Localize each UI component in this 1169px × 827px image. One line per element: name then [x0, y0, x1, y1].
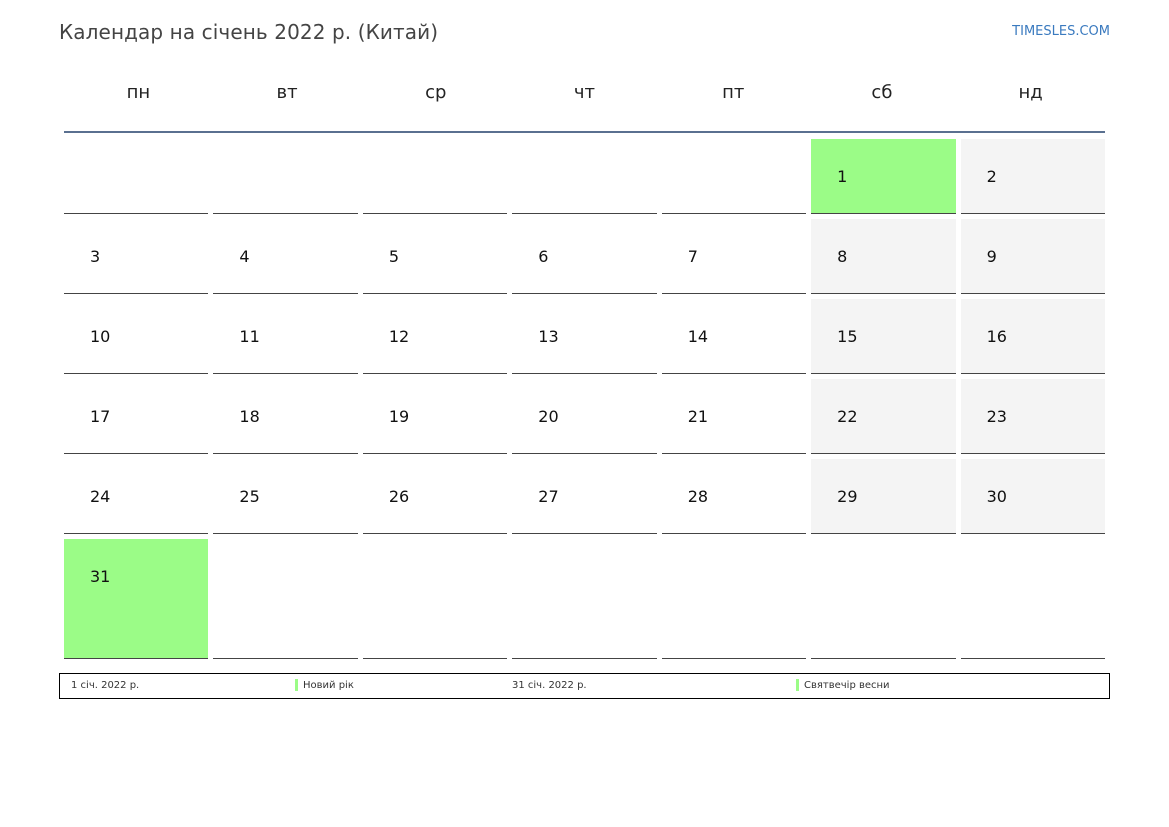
empty-day-cell — [661, 539, 807, 659]
weekday-wed: ср — [425, 82, 447, 103]
legend-color-swatch — [796, 679, 799, 691]
day-number: 20 — [538, 407, 559, 426]
day-cell: 26 — [362, 459, 508, 534]
legend-date: 31 січ. 2022 р. — [512, 680, 587, 691]
empty-day-cell — [213, 139, 358, 214]
day-cell: 19 — [362, 379, 508, 454]
site-link[interactable]: TIMESLES.COM — [1012, 24, 1110, 39]
day-cell: 18 — [213, 379, 358, 454]
calendar-grid: 1 2 3 4 5 6 7 8 9 10 11 12 13 14 15 16 17 18 19 20 21 22 23 24 2… — [64, 139, 1105, 659]
day-cell: 10 — [64, 299, 209, 374]
day-number: 4 — [239, 247, 250, 266]
day-cell: 30 — [960, 459, 1105, 534]
day-cell: 29 — [811, 459, 956, 534]
day-number: 12 — [388, 327, 410, 346]
day-cell: 27 — [512, 459, 657, 534]
empty-day-cell — [512, 539, 657, 659]
day-cell: 9 — [960, 219, 1105, 294]
day-number: 17 — [90, 407, 111, 426]
day-cell: 7 — [661, 219, 807, 294]
day-number: 21 — [687, 407, 709, 426]
day-number: 24 — [90, 487, 111, 506]
day-cell: 21 — [661, 379, 807, 454]
day-cell: 17 — [64, 379, 209, 454]
day-cell: 6 — [512, 219, 657, 294]
empty-day-cell — [64, 139, 209, 214]
weekday-thu: чт — [573, 82, 596, 103]
day-number: 28 — [687, 487, 709, 506]
day-number: 22 — [837, 407, 858, 426]
day-cell: 3 — [64, 219, 209, 294]
day-number: 15 — [837, 327, 858, 346]
day-number: 3 — [90, 247, 101, 266]
day-number: 9 — [986, 247, 997, 266]
weekday-tue: вт — [276, 82, 298, 103]
empty-day-cell — [213, 539, 358, 659]
day-number: 10 — [90, 327, 111, 346]
legend-date: 1 січ. 2022 р. — [71, 680, 140, 691]
weekday-sat: сб — [871, 82, 893, 103]
page-title: Календар на січень 2022 р. (Китай) — [59, 20, 439, 44]
day-cell: 13 — [512, 299, 657, 374]
day-number: 29 — [837, 487, 858, 506]
day-cell: 24 — [64, 459, 209, 534]
day-cell: 4 — [213, 219, 358, 294]
day-cell: 22 — [811, 379, 956, 454]
weekday-header: пн вт ср чт пт сб нд — [64, 82, 1105, 103]
empty-day-cell — [362, 539, 508, 659]
legend-holiday-name: Святвечір весни — [804, 680, 890, 691]
empty-day-cell — [960, 539, 1105, 659]
day-cell: 1 — [811, 139, 956, 214]
day-number: 14 — [687, 327, 709, 346]
weekday-mon: пн — [126, 82, 151, 103]
day-number: 23 — [986, 407, 1007, 426]
day-number: 5 — [388, 247, 400, 266]
day-number: 1 — [837, 167, 848, 186]
day-number: 30 — [986, 487, 1007, 506]
day-cell: 2 — [960, 139, 1105, 214]
day-number: 18 — [239, 407, 260, 426]
day-cell: 20 — [512, 379, 657, 454]
day-cell: 28 — [661, 459, 807, 534]
day-cell: 11 — [213, 299, 358, 374]
day-cell: 16 — [960, 299, 1105, 374]
day-number: 16 — [986, 327, 1007, 346]
day-number: 7 — [687, 247, 698, 266]
day-cell: 31 — [64, 539, 209, 659]
empty-day-cell — [362, 139, 508, 214]
day-cell: 8 — [811, 219, 956, 294]
day-cell: 25 — [213, 459, 358, 534]
day-cell: 12 — [362, 299, 508, 374]
day-number: 6 — [538, 247, 549, 266]
weekday-fri: пт — [722, 82, 745, 103]
day-cell: 15 — [811, 299, 956, 374]
day-number: 13 — [538, 327, 559, 346]
header-divider — [64, 131, 1105, 133]
legend-holiday-name: Новий рік — [303, 680, 354, 691]
day-number: 27 — [538, 487, 559, 506]
day-cell: 5 — [362, 219, 508, 294]
holiday-legend: 1 січ. 2022 р. Новий рік 31 січ. 2022 р.… — [59, 673, 1110, 699]
day-number: 25 — [239, 487, 260, 506]
day-number: 11 — [239, 327, 260, 346]
weekday-sun: нд — [1018, 82, 1043, 103]
day-cell: 14 — [661, 299, 807, 374]
empty-day-cell — [811, 539, 956, 659]
day-number: 26 — [388, 487, 410, 506]
day-cell: 23 — [960, 379, 1105, 454]
day-number: 19 — [388, 407, 410, 426]
day-number: 8 — [837, 247, 848, 266]
empty-day-cell — [661, 139, 807, 214]
empty-day-cell — [512, 139, 657, 214]
day-number: 31 — [90, 567, 111, 586]
day-number: 2 — [986, 167, 997, 186]
legend-color-swatch — [295, 679, 298, 691]
